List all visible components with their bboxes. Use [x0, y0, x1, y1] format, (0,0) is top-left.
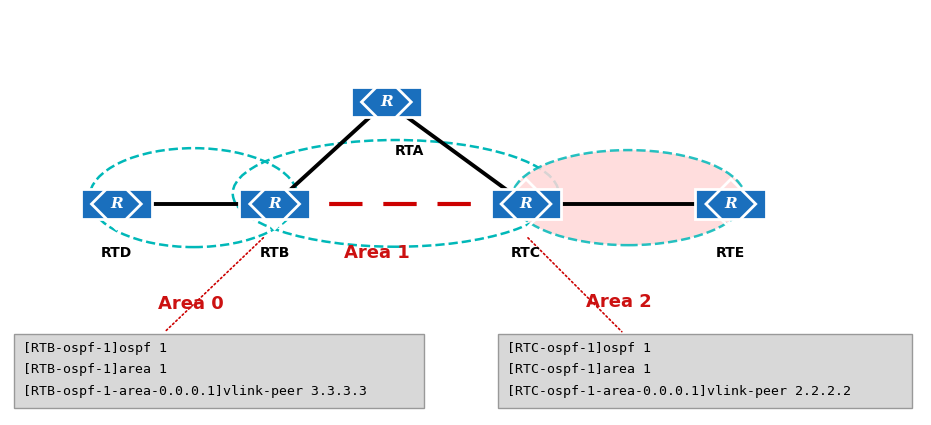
Text: R: R: [519, 197, 533, 211]
Text: RTB: RTB: [260, 246, 290, 260]
FancyBboxPatch shape: [491, 190, 561, 218]
Text: Area 2: Area 2: [587, 293, 652, 311]
Text: Area 1: Area 1: [344, 244, 410, 262]
Text: RTA: RTA: [395, 144, 425, 158]
Text: [RTB-ospf-1]area 1: [RTB-ospf-1]area 1: [23, 363, 168, 376]
Text: RTE: RTE: [716, 246, 746, 260]
Text: Area 0: Area 0: [158, 295, 223, 313]
FancyBboxPatch shape: [351, 88, 422, 116]
FancyBboxPatch shape: [239, 190, 310, 218]
Text: R: R: [110, 197, 123, 211]
FancyBboxPatch shape: [498, 334, 912, 408]
FancyBboxPatch shape: [81, 190, 152, 218]
Text: RTD: RTD: [101, 246, 132, 260]
Text: [RTC-ospf-1]area 1: [RTC-ospf-1]area 1: [507, 363, 652, 376]
Text: R: R: [380, 95, 393, 109]
Text: [RTC-ospf-1-area-0.0.0.1]vlink-peer 2.2.2.2: [RTC-ospf-1-area-0.0.0.1]vlink-peer 2.2.…: [507, 385, 851, 397]
Text: [RTC-ospf-1]ospf 1: [RTC-ospf-1]ospf 1: [507, 342, 652, 355]
Text: [RTB-ospf-1-area-0.0.0.1]vlink-peer 3.3.3.3: [RTB-ospf-1-area-0.0.0.1]vlink-peer 3.3.…: [23, 385, 367, 397]
FancyBboxPatch shape: [14, 334, 424, 408]
Text: RTC: RTC: [511, 246, 541, 260]
FancyBboxPatch shape: [695, 190, 766, 218]
Ellipse shape: [512, 150, 745, 245]
Text: R: R: [268, 197, 281, 211]
Text: R: R: [724, 197, 737, 211]
Text: [RTB-ospf-1]ospf 1: [RTB-ospf-1]ospf 1: [23, 342, 168, 355]
